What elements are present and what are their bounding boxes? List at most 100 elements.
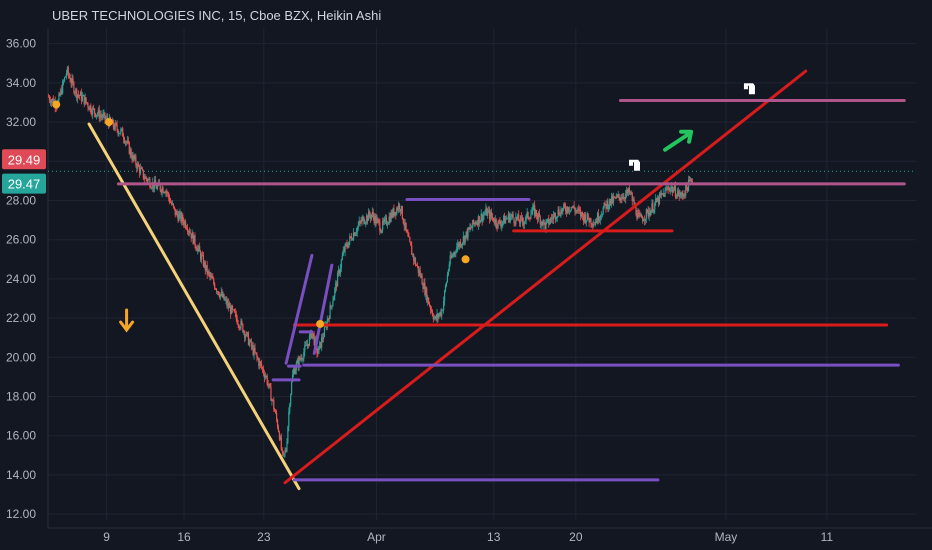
- candle-body: [662, 193, 664, 195]
- candle-body: [673, 185, 676, 190]
- candle-body: [58, 93, 60, 101]
- trend-line[interactable]: [312, 263, 334, 355]
- candle-body: [568, 210, 570, 212]
- chart-title: UBER TECHNOLOGIES INC, 15, Cboe BZX, Hei…: [52, 8, 382, 23]
- candle-body: [352, 239, 354, 241]
- candle-body: [688, 179, 691, 181]
- candle-body: [105, 118, 107, 120]
- candle-body: [216, 291, 219, 293]
- candle-body: [581, 212, 584, 216]
- candle-body: [571, 206, 573, 208]
- candle-body: [243, 331, 245, 333]
- candle-body: [434, 316, 436, 318]
- candle-body: [134, 156, 136, 159]
- candle-body: [672, 189, 675, 193]
- candle-body: [458, 243, 460, 247]
- candle-body: [337, 270, 340, 273]
- candle-body: [593, 223, 595, 227]
- candle-body: [242, 323, 244, 333]
- candle-body: [542, 219, 544, 226]
- candle-body: [677, 190, 679, 194]
- candle-body: [367, 215, 369, 221]
- candle-body: [172, 203, 174, 207]
- candle-body: [209, 273, 211, 277]
- candle-body: [349, 236, 351, 242]
- candle-body: [612, 197, 615, 203]
- candle-body: [520, 216, 523, 218]
- candle-body: [198, 246, 200, 249]
- trend-line[interactable]: [283, 69, 808, 485]
- candle-body: [474, 222, 477, 224]
- trend-line[interactable]: [284, 253, 314, 365]
- candle-body: [52, 98, 54, 104]
- candle-body: [200, 255, 203, 260]
- trend-line[interactable]: [87, 122, 301, 491]
- candle-body: [177, 214, 179, 221]
- candle-body: [650, 210, 652, 216]
- candle-body: [387, 223, 389, 225]
- candle-body: [184, 221, 187, 228]
- candle-body: [439, 312, 441, 315]
- candle-body: [271, 399, 273, 401]
- candle-body: [559, 214, 561, 217]
- candle-body: [311, 333, 313, 339]
- candle-body: [328, 318, 330, 320]
- candle-body: [208, 271, 210, 274]
- candle-body: [71, 78, 73, 84]
- candle-body: [212, 278, 214, 280]
- candle-body: [522, 221, 525, 225]
- candle-body: [260, 361, 262, 364]
- hand-pointer-icon[interactable]: [742, 82, 756, 96]
- candle-body: [587, 213, 589, 220]
- candle-body: [449, 255, 451, 265]
- candle-body: [472, 219, 474, 228]
- candle-body: [222, 294, 224, 298]
- candle-body: [626, 189, 629, 194]
- candle-body: [544, 222, 546, 229]
- candle-body: [126, 140, 129, 143]
- candle-body: [370, 214, 372, 219]
- candle-body: [656, 198, 658, 202]
- candle-body: [599, 215, 601, 220]
- candle-body: [603, 202, 605, 209]
- candle-body: [477, 216, 479, 226]
- candle-body: [283, 453, 285, 454]
- candle-body: [617, 194, 619, 196]
- candle-body: [625, 193, 627, 199]
- candle-body: [187, 231, 190, 232]
- candle-body: [550, 218, 552, 223]
- candle-body: [336, 282, 338, 287]
- candle-body: [469, 227, 471, 230]
- candle-body: [343, 250, 345, 252]
- candle-body: [578, 208, 580, 210]
- candle-body: [115, 122, 117, 125]
- candle-body: [563, 204, 565, 209]
- candle-body: [231, 305, 234, 310]
- candle-body: [687, 187, 689, 192]
- candle-body: [331, 306, 333, 307]
- candle-body: [143, 178, 145, 180]
- x-tick-label: Apr: [367, 530, 386, 544]
- candle-body: [190, 233, 192, 239]
- candle-body: [635, 205, 637, 215]
- candle-body: [399, 209, 402, 212]
- candle-body: [575, 210, 577, 212]
- candle-body: [403, 223, 405, 227]
- candle-body: [422, 284, 424, 289]
- candle-body: [272, 399, 274, 401]
- candle-body: [346, 243, 348, 247]
- hand-pointer-icon[interactable]: [627, 158, 641, 172]
- candle-body: [590, 218, 592, 225]
- candle-body: [441, 310, 443, 316]
- candle-body: [120, 129, 122, 134]
- candle-body: [284, 450, 286, 454]
- candle-body: [113, 126, 115, 130]
- candle-body: [303, 352, 305, 359]
- candle-body: [280, 436, 282, 450]
- candle-body: [362, 216, 364, 219]
- candle-body: [672, 186, 674, 193]
- candle-body: [106, 117, 108, 119]
- candle-body: [458, 242, 461, 247]
- candle-body: [354, 233, 357, 236]
